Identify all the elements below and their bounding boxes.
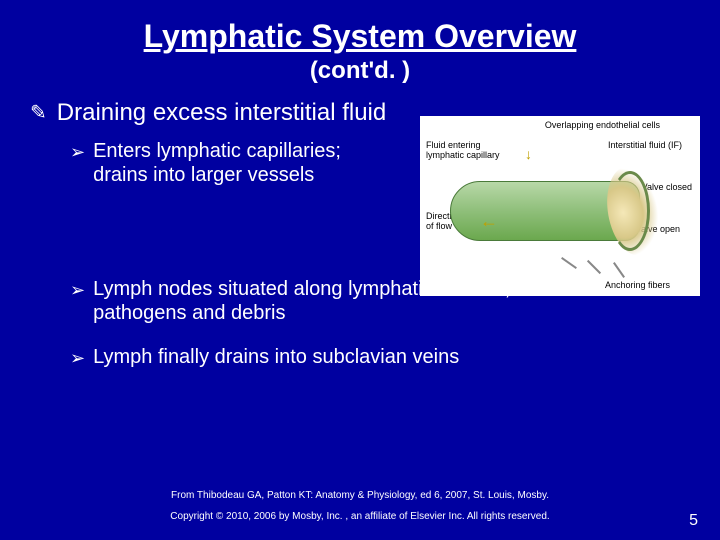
page-number: 5 [689,512,698,530]
sub-bullet: ➢ Lymph finally drains into subclavian v… [70,345,690,371]
arrow-icon: ➢ [70,345,85,371]
anchoring-fiber [613,262,625,278]
flow-arrow-icon: ← [480,211,498,232]
label-overlapping: Overlapping endothelial cells [545,120,660,130]
arrow-icon: ➢ [70,139,85,165]
label-fluid-entering: Fluid entering lymphatic capillary [426,140,500,160]
pencil-icon: ✎ [30,99,47,127]
sub-bullet-text: Enters lymphatic capillaries; drains int… [93,139,393,187]
footer: From Thibodeau GA, Patton KT: Anatomy & … [0,490,720,522]
slide-title: Lymphatic System Overview [0,0,720,55]
label-anchoring: Anchoring fibers [605,280,670,290]
figure-credit: From Thibodeau GA, Patton KT: Anatomy & … [0,490,720,501]
sub-bullet-text: Lymph finally drains into subclavian vei… [93,345,459,369]
arrow-icon: ➢ [70,277,85,303]
anchoring-fiber [587,260,601,274]
slide-subtitle: (cont'd. ) [0,57,720,85]
fluid-arrow-icon: ↓ [525,146,532,162]
anchoring-fiber [561,257,577,269]
main-bullet-text: Draining excess interstitial fluid [57,99,386,127]
copyright-text: Copyright © 2010, 2006 by Mosby, Inc. , … [0,511,720,522]
capillary-diagram: Overlapping endothelial cells Fluid ente… [420,116,700,296]
label-interstitial: Interstitial fluid (IF) [608,140,682,150]
